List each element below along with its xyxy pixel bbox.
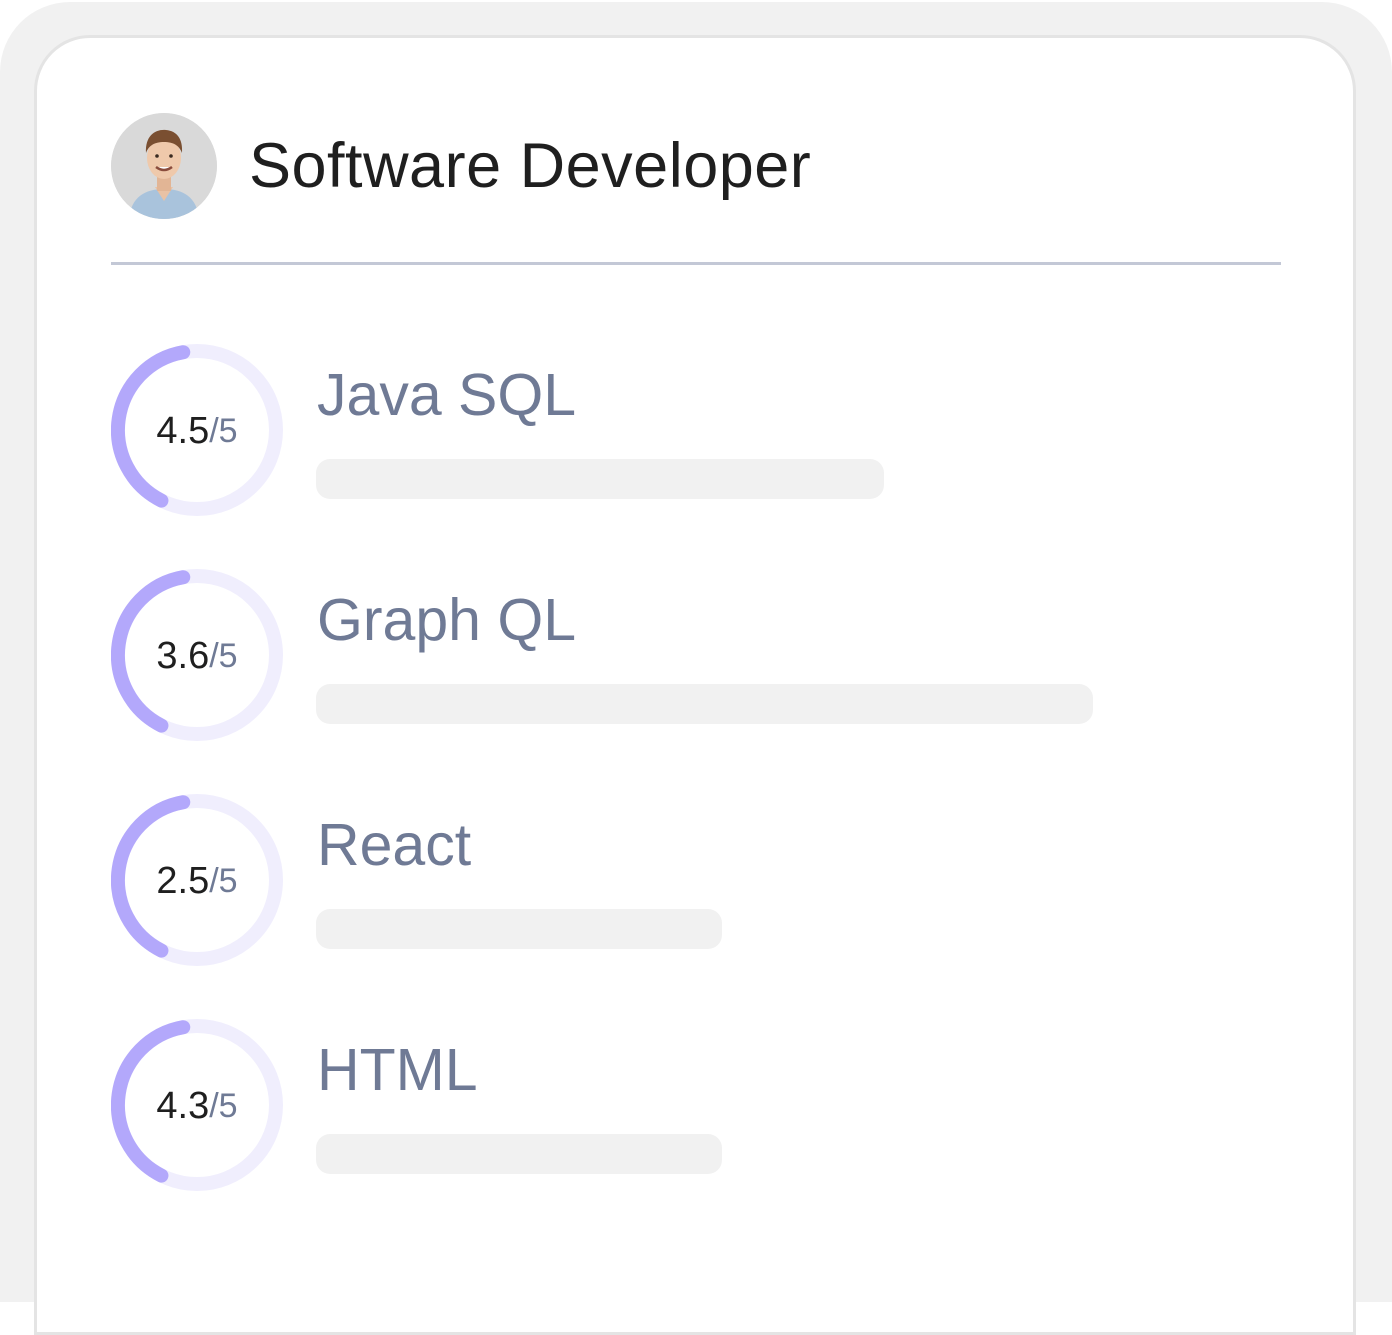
person-avatar-icon xyxy=(111,113,217,219)
skill-item: 4.5/5 Java SQL xyxy=(111,344,1281,516)
skill-item: 4.3/5 HTML xyxy=(111,1019,1281,1191)
score-max: /5 xyxy=(209,1087,238,1125)
page-title: Software Developer xyxy=(249,130,812,201)
rating-score: 4.5/5 xyxy=(111,344,283,516)
rating-ring-progress xyxy=(111,345,191,508)
rating-ring-graphic xyxy=(111,569,283,741)
skill-name: React xyxy=(317,812,472,878)
rating-ring: 2.5/5 xyxy=(111,794,283,966)
rating-score: 4.3/5 xyxy=(111,1019,283,1191)
skill-name: Java SQL xyxy=(317,362,577,428)
rating-ring-graphic xyxy=(111,794,283,966)
score-value: 4.5 xyxy=(156,410,210,452)
score-max: /5 xyxy=(209,862,238,900)
skill-name: HTML xyxy=(317,1037,478,1103)
skill-item: 3.6/5 Graph QL xyxy=(111,569,1281,741)
skill-list: 4.5/5 Java SQL 3.6/5 Graph QL 2.5/5 xyxy=(111,344,1281,1244)
score-value: 2.5 xyxy=(156,860,210,902)
skill-bar xyxy=(316,909,722,949)
skill-bar xyxy=(316,684,1093,724)
rating-score: 2.5/5 xyxy=(111,794,283,966)
skill-bar xyxy=(316,1134,722,1174)
score-max: /5 xyxy=(209,412,238,450)
rating-ring-progress xyxy=(111,570,191,733)
rating-ring-progress xyxy=(111,795,191,958)
skill-name: Graph QL xyxy=(317,587,577,653)
score-value: 4.3 xyxy=(156,1085,210,1127)
skill-item: 2.5/5 React xyxy=(111,794,1281,966)
rating-ring: 3.6/5 xyxy=(111,569,283,741)
rating-ring-progress xyxy=(111,1020,191,1183)
rating-score: 3.6/5 xyxy=(111,569,283,741)
rating-ring-graphic xyxy=(111,344,283,516)
skill-bar xyxy=(316,459,884,499)
rating-ring: 4.5/5 xyxy=(111,344,283,516)
profile-header: Software Developer xyxy=(111,113,811,219)
rating-ring-graphic xyxy=(111,1019,283,1191)
header-divider xyxy=(111,262,1281,265)
score-value: 3.6 xyxy=(156,635,210,677)
rating-ring: 4.3/5 xyxy=(111,1019,283,1191)
score-max: /5 xyxy=(209,637,238,675)
